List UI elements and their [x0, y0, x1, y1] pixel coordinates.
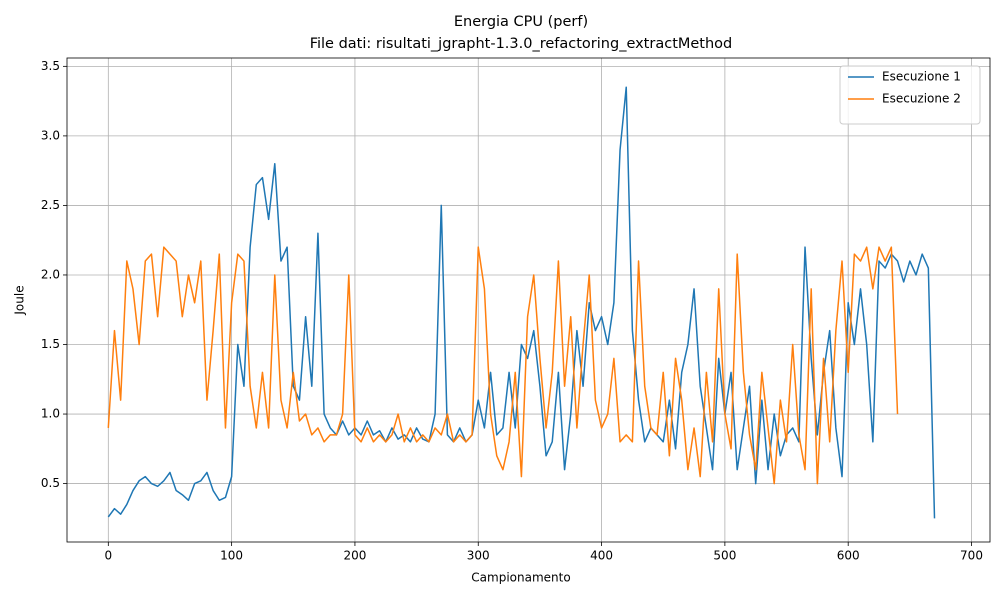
- y-axis-label: Joule: [13, 285, 27, 315]
- plot-frame: [66, 57, 991, 543]
- grid: [67, 58, 990, 542]
- y-tick-label: 0.5: [41, 476, 60, 490]
- x-tick-label: 0: [104, 549, 112, 563]
- data-line: [107, 246, 899, 485]
- axes: 0 100 200 300 400 500 600 700 0.5 1.0 1.5 2.0 2.5 3.0…: [41, 57, 991, 563]
- y-tick-label: 1.0: [41, 407, 60, 421]
- legend-label: Esecuzione 2: [882, 92, 961, 106]
- y-tick-label: 3.5: [41, 59, 60, 73]
- y-tick-label: 2.5: [41, 198, 60, 212]
- x-tick-label: 600: [837, 549, 860, 563]
- legend-label: Esecuzione 1: [882, 70, 961, 84]
- x-tick-label: 700: [960, 549, 983, 563]
- y-tick-label: 2.0: [41, 267, 60, 281]
- x-axis-label: Campionamento: [471, 571, 570, 585]
- chart-subtitle: File dati: risultati_jgrapht-1.3.0_refac…: [310, 36, 733, 52]
- legend-box: [839, 65, 981, 125]
- x-tick-label: 500: [713, 549, 736, 563]
- data-line: [107, 86, 936, 519]
- x-tick-label: 200: [343, 549, 366, 563]
- x-tick-label: 100: [220, 549, 243, 563]
- x-tick-label: 300: [467, 549, 490, 563]
- chart-title: Energia CPU (perf): [454, 14, 588, 30]
- y-tick-label: 3.0: [41, 128, 60, 142]
- y-tick-label: 1.5: [41, 337, 60, 351]
- lines: [107, 86, 936, 519]
- x-tick-label: 400: [590, 549, 613, 563]
- legend: Esecuzione 1 Esecuzione 2: [839, 65, 981, 125]
